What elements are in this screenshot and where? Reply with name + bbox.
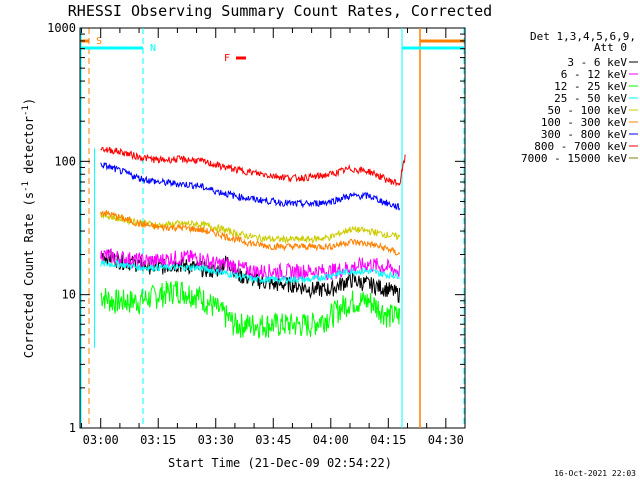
y-axis-label-end: )	[22, 98, 36, 105]
annotation-label-n: N	[150, 43, 156, 54]
legend-header-1: Det 1,3,4,5,6,9,	[530, 30, 636, 43]
x-axis-label: Start Time (21-Dec-09 02:54:22)	[168, 456, 392, 470]
y-axis-label: Corrected Count Rate (s-1 detector-1)	[21, 98, 36, 358]
y-axis-label-main: Corrected Count Rate (s	[22, 192, 36, 358]
series-line-3	[100, 259, 400, 285]
chart-title: RHESSI Observing Summary Count Rates, Co…	[68, 2, 492, 20]
legend-entry-label-3: 25 - 50 keV	[554, 92, 627, 105]
legend-entry-label-7: 800 - 7000 keV	[534, 140, 627, 153]
x-tick-label-0: 03:00	[83, 433, 119, 447]
legend-entry-label-6: 300 - 800 keV	[541, 128, 627, 141]
y-axis-label-mid: detector	[22, 116, 36, 181]
x-tick-label-5: 04:15	[370, 433, 406, 447]
x-axis-ticks: 03:00 03:15 03:30 03:45 04:00 04:15 04:30	[81, 28, 466, 447]
legend-entry-label-1: 6 - 12 keV	[561, 68, 628, 81]
y-axis-label-sup2: -1	[21, 105, 31, 116]
x-tick-label-2: 03:30	[198, 433, 234, 447]
plot-area: S N F	[79, 27, 466, 429]
legend-entry-label-2: 12 - 25 keV	[554, 80, 627, 93]
series-line-6	[100, 162, 401, 211]
series-line-5	[100, 209, 401, 256]
y-axis-label-sup1: -1	[21, 181, 31, 192]
y-tick-label-3: 1000	[47, 21, 76, 35]
x-tick-label-4: 04:00	[313, 433, 349, 447]
legend-entry-label-0: 3 - 6 keV	[567, 56, 627, 69]
series-line-2	[100, 280, 401, 340]
legend-header-2: Att 0	[594, 41, 627, 54]
y-tick-label-1: 10	[62, 288, 76, 302]
y-tick-label-2: 100	[54, 154, 76, 168]
generation-timestamp: 16-Oct-2021 22:03	[554, 469, 636, 478]
y-axis-ticks: 1 10 100 1000	[47, 21, 465, 435]
legend-entry-label-5: 100 - 300 keV	[541, 116, 627, 129]
x-tick-label-6: 04:30	[428, 433, 464, 447]
x-tick-label-3: 03:45	[255, 433, 291, 447]
y-tick-label-0: 1	[69, 421, 76, 435]
legend-entry-label-8: 7000 - 15000 keV	[521, 152, 627, 165]
series-line-1	[100, 248, 401, 281]
annotation-label-s: S	[96, 36, 102, 47]
plot-frame	[79, 27, 466, 429]
series-line-4	[100, 211, 401, 245]
x-tick-label-1: 03:15	[140, 433, 176, 447]
annotation-label-f: F	[224, 53, 230, 64]
legend-entry-label-4: 50 - 100 keV	[548, 104, 628, 117]
series-line-7	[100, 146, 406, 187]
